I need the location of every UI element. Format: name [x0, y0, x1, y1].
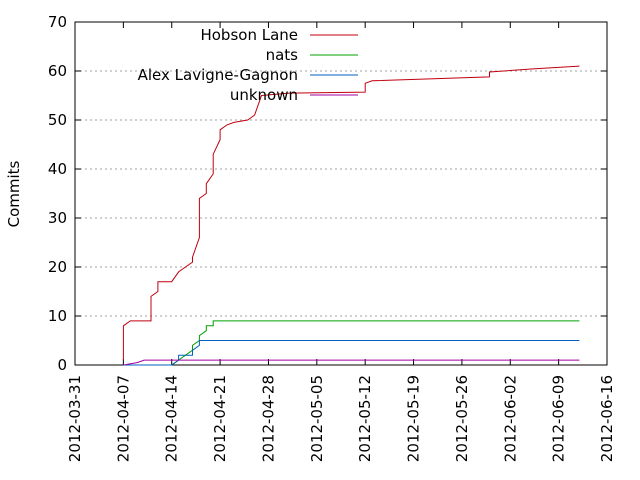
y-tick-label: 70 — [48, 13, 67, 31]
y-axis-label: Commits — [5, 160, 23, 227]
x-tick-label: 2012-05-12 — [356, 375, 374, 462]
x-tick-label: 2012-04-07 — [114, 375, 132, 462]
x-tick-label: 2012-06-16 — [598, 375, 616, 462]
y-tick-label: 60 — [48, 62, 67, 80]
y-tick-label: 0 — [57, 356, 67, 374]
x-tick-label: 2012-05-19 — [405, 375, 423, 462]
x-tick-label: 2012-06-02 — [501, 375, 519, 462]
series-line-1 — [123, 320, 580, 366]
y-tick-label: 50 — [48, 111, 67, 129]
series-line-0 — [122, 65, 580, 361]
x-tick-label: 2012-04-14 — [163, 375, 181, 462]
legend-label-3: unknown — [230, 86, 298, 104]
legend-label-1: nats — [266, 46, 299, 64]
series-line-2 — [123, 340, 580, 366]
y-tick-label: 30 — [48, 209, 67, 227]
series-lines — [122, 65, 580, 366]
y-tick-label: 40 — [48, 160, 67, 178]
legend-label-2: Alex Lavigne-Gagnon — [138, 66, 298, 84]
x-tick-label: 2012-05-05 — [308, 375, 326, 462]
series-line-3 — [123, 359, 580, 366]
legend-label-0: Hobson Lane — [200, 26, 298, 44]
x-tick-label: 2012-04-21 — [211, 375, 229, 462]
grid-lines — [75, 70, 607, 317]
x-tick-label: 2012-05-26 — [453, 375, 471, 462]
x-tick-label: 2012-06-09 — [550, 375, 568, 462]
y-tick-label: 10 — [48, 307, 67, 325]
plot-frame — [74, 21, 608, 366]
x-tick-label: 2012-04-28 — [259, 375, 277, 462]
y-tick-label: 20 — [48, 258, 67, 276]
x-tick-label: 2012-03-31 — [66, 375, 84, 462]
legend: Hobson Lane nats Alex Lavigne-Gagnon unknow… — [138, 26, 358, 104]
axis-ticks: 0 10 20 30 40 50 60 70 2012-03-31 2012-04-07 2012-… — [48, 13, 616, 462]
